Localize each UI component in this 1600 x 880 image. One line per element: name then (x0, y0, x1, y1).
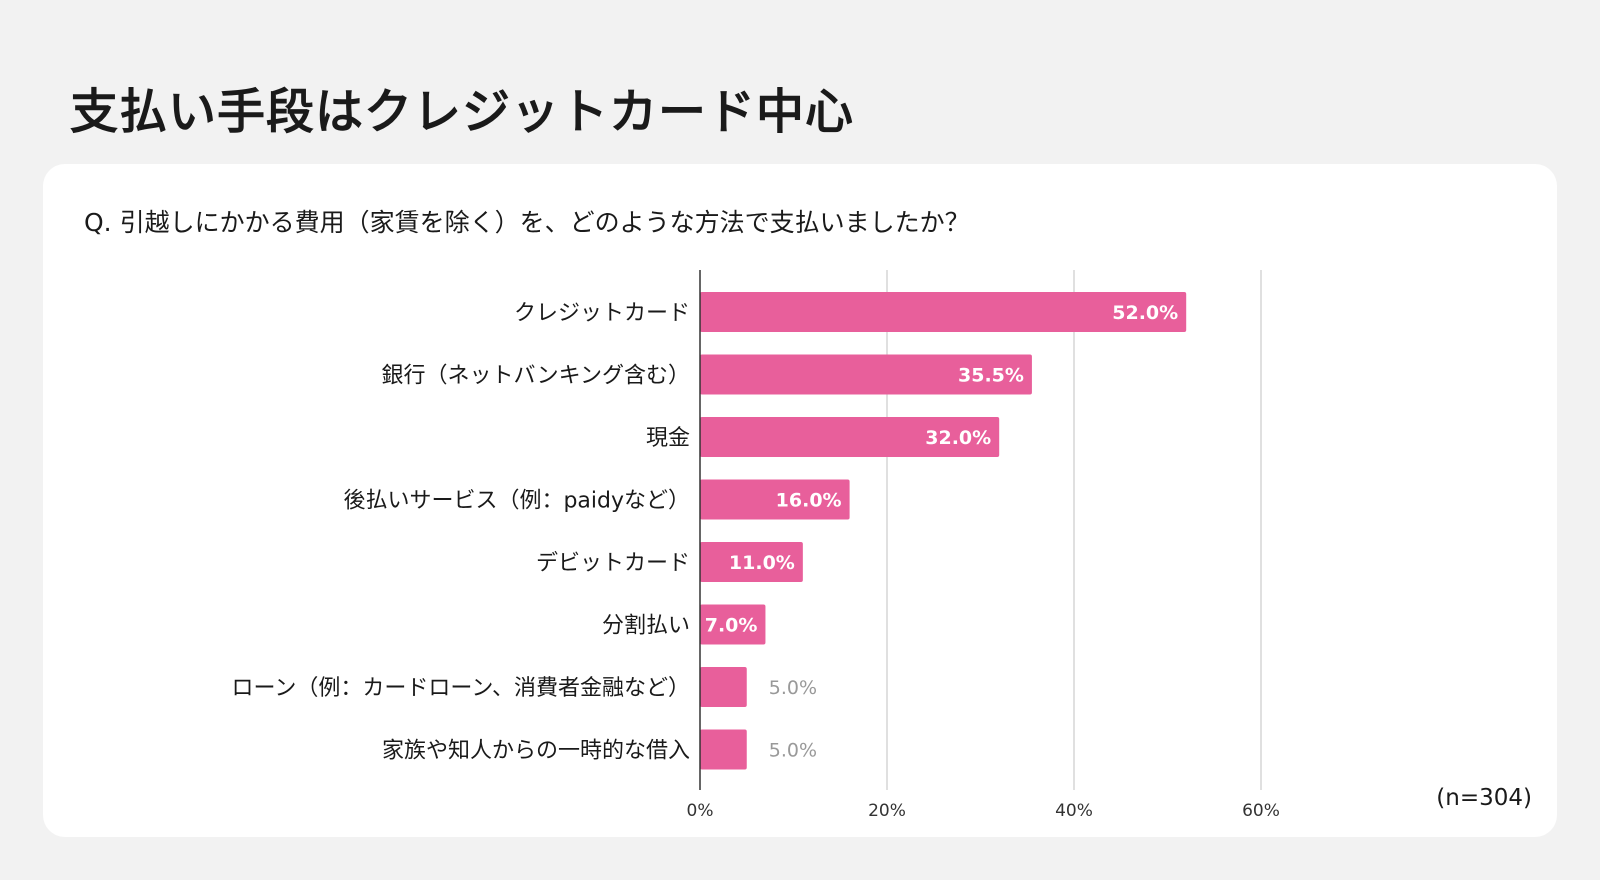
x-tick-label: 20% (868, 801, 906, 821)
x-axis-ticks: 0% 20% 40% 60% (687, 801, 1280, 821)
value-label: 35.5% (958, 365, 1024, 387)
x-tick-label: 40% (1055, 801, 1093, 821)
category-label: 分割払い (602, 614, 690, 639)
value-label: 5.0% (769, 740, 817, 762)
bar (700, 667, 747, 707)
value-label: 52.0% (1112, 302, 1178, 324)
bar (700, 354, 1032, 395)
bar (700, 604, 766, 645)
category-label: 現金 (646, 426, 690, 451)
sample-size-note: (n=304) (1436, 785, 1532, 811)
category-label: 銀行（ネットバンキング含む） (382, 364, 690, 389)
page-title: 支払い手段はクレジットカード中心 (70, 84, 855, 140)
value-label: 32.0% (925, 427, 991, 449)
survey-question: Q. 引越しにかかる費用（家賃を除く）を、どのような方法で支払いましたか？ (84, 208, 970, 237)
category-label: ローン（例：カードローン、消費者金融など） (232, 676, 690, 701)
x-tick-label: 60% (1242, 801, 1280, 821)
value-label: 16.0% (776, 490, 842, 512)
bar (700, 479, 850, 520)
value-labels: 52.0% 35.5% 32.0% 16.0% 11.0% 7.0% 5.0% 5.0% (705, 302, 1178, 762)
category-label: クレジットカード (514, 301, 690, 326)
value-label: 5.0% (769, 677, 817, 699)
value-label: 11.0% (729, 552, 795, 574)
category-label: 家族や知人からの一時的な借入 (382, 739, 690, 764)
bar (700, 729, 747, 770)
x-tick-label: 0% (687, 801, 714, 821)
grid-lines (886, 270, 1262, 790)
bar (700, 542, 803, 582)
bar (700, 417, 1000, 457)
bars (700, 292, 1187, 770)
value-label: 7.0% (705, 615, 758, 637)
bar (700, 292, 1187, 332)
category-label: デビットカード (536, 551, 690, 576)
category-label: 後払いサービス（例：paidyなど） (343, 489, 690, 514)
